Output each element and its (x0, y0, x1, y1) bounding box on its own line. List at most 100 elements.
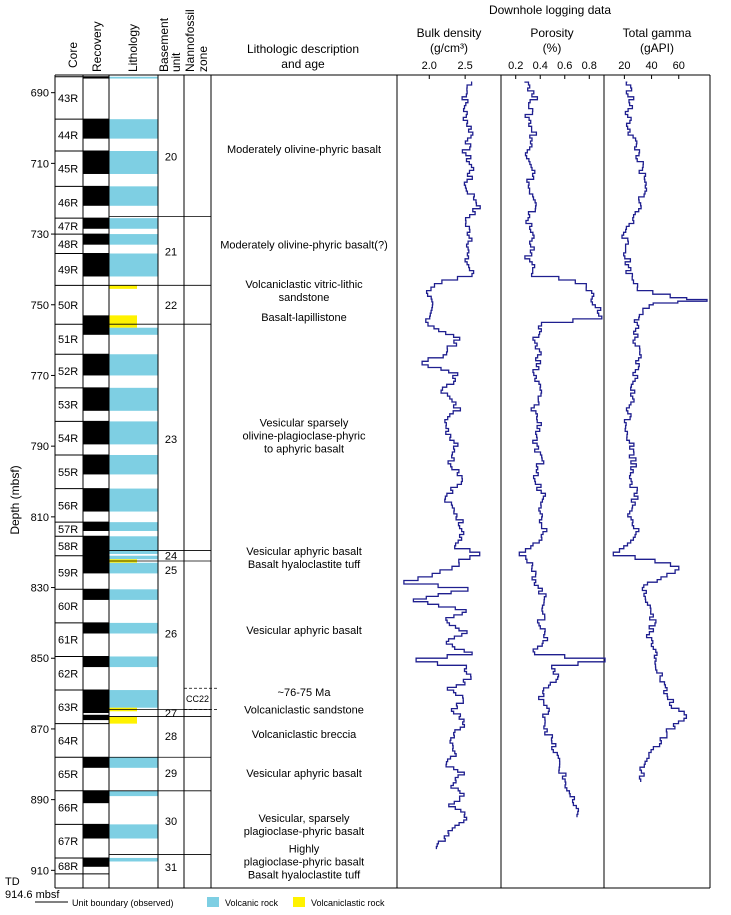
legend-volcanic-swatch (207, 897, 219, 907)
legend-volcaniclastic-swatch (293, 897, 305, 907)
total-gamma-unit: (gAPI) (640, 41, 674, 55)
td-label-2: 914.6 mbsf (5, 889, 60, 901)
core-label: 60R (58, 601, 78, 613)
core-label: 44R (58, 130, 78, 142)
lithology-block (109, 824, 158, 839)
basement-unit-header-2: unit (169, 52, 183, 72)
porosity-tick-label: 0.2 (508, 60, 523, 72)
lithology-block (109, 387, 158, 411)
lithology-block (109, 589, 158, 600)
description-line: Moderately olivine-phyric basalt (227, 144, 381, 156)
depth-tick-label: 790 (31, 441, 49, 453)
td-label-1: TD (5, 876, 20, 888)
description-line: Vesicular aphyric basalt (246, 546, 362, 558)
depth-tick-label: 730 (31, 229, 49, 241)
core-label: 48R (58, 239, 78, 251)
recovery-block (83, 315, 109, 335)
porosity-tick-label: 0.4 (533, 60, 548, 72)
recovery-block (83, 488, 109, 512)
legend-boundary-label: Unit boundary (observed) (72, 898, 174, 908)
recovery-block (83, 790, 109, 804)
unit-label: 20 (165, 151, 177, 163)
core-label: 46R (58, 197, 78, 209)
recovery-block (83, 186, 109, 206)
depth-tick-label: 910 (31, 865, 49, 877)
depth-tick-label: 810 (31, 512, 49, 524)
total_gamma-tick-label: 60 (673, 60, 685, 72)
total_gamma-tick-label: 20 (618, 60, 630, 72)
core-label: 45R (58, 164, 78, 176)
total_gamma-tick-label: 40 (645, 60, 657, 72)
unit-label: 29 (165, 768, 177, 780)
description-line: olivine-plagioclase-phyric (243, 431, 366, 443)
recovery-block (83, 622, 109, 634)
lithology-block (109, 76, 158, 79)
recovery-block (83, 656, 109, 668)
recovery-block (83, 589, 109, 600)
legend-volcanic-label: Volcanic rock (225, 898, 279, 908)
core-label: 68R (58, 861, 78, 873)
recovery-block (83, 119, 109, 139)
legend-volcaniclastic-label: Volcaniclastic rock (311, 898, 385, 908)
core-label: 59R (58, 568, 78, 580)
core-label: 62R (58, 668, 78, 680)
core-label: 63R (58, 702, 78, 714)
core-label: 66R (58, 803, 78, 815)
core-label: 54R (58, 433, 78, 445)
description-line: Volcaniclastic sandstone (244, 704, 364, 716)
lithology-block (109, 757, 158, 768)
unit-label: 24 (165, 551, 177, 563)
depth-tick-label: 690 (31, 88, 49, 100)
core-label: 47R (58, 221, 78, 233)
unit-label: 27 (165, 708, 177, 720)
recovery-block (83, 150, 109, 174)
porosity-unit: (%) (543, 41, 562, 55)
unit-label: 22 (165, 300, 177, 312)
depth-tick-label: 890 (31, 795, 49, 807)
core-label: 57R (58, 524, 78, 536)
porosity-tick-label: 0.6 (557, 60, 572, 72)
unit-label: 26 (165, 628, 177, 640)
core-label: 50R (58, 300, 78, 312)
description-line: Basalt hyaloclastite tuff (248, 559, 361, 571)
core-label: 61R (58, 635, 78, 647)
lithology-block (109, 150, 158, 174)
description-line: plagioclase-phyric basalt (244, 826, 364, 838)
unit-label: 23 (165, 434, 177, 446)
core-label: 56R (58, 500, 78, 512)
recovery-block (83, 218, 109, 229)
recovery-block (83, 454, 109, 475)
description-line: Vesicular, sparsely (258, 813, 350, 825)
recovery-block (83, 387, 109, 411)
description-line: Vesicular sparsely (260, 418, 349, 430)
recovery-block (83, 757, 109, 768)
recovery-block (83, 857, 109, 867)
bulk-density-title: Bulk density (417, 26, 482, 40)
recovery-header: Recovery (90, 21, 104, 72)
description-line: Highly (289, 843, 320, 855)
core-label: 49R (58, 264, 78, 276)
description-line: Volcaniclastic vitric-lithic (245, 279, 363, 291)
porosity-title: Porosity (530, 26, 573, 40)
description-line: plagioclase-phyric basalt (244, 856, 364, 868)
lithology-block (109, 536, 158, 554)
core-label: 52R (58, 366, 78, 378)
lithology-block (109, 218, 158, 229)
nannofossil-header-1: Nannofossil (183, 9, 197, 72)
lithology-block (109, 327, 158, 335)
porosity-tick-label: 0.8 (582, 60, 597, 72)
depth-tick-label: 710 (31, 158, 49, 170)
description-line: to aphyric basalt (264, 444, 344, 456)
lithology-block (109, 857, 158, 862)
recovery-block (83, 824, 109, 839)
total_gamma-curve (612, 81, 708, 782)
total-gamma-title: Total gamma (623, 26, 692, 40)
recovery-block (83, 536, 109, 574)
description-line: Vesicular aphyric basalt (246, 625, 362, 637)
bulk_density-curve (403, 81, 481, 850)
lithology-block (109, 790, 158, 797)
lithology-block (109, 522, 158, 531)
lithology-block (109, 716, 137, 724)
description-line: Moderately olivine-phyric basalt(?) (220, 240, 388, 252)
